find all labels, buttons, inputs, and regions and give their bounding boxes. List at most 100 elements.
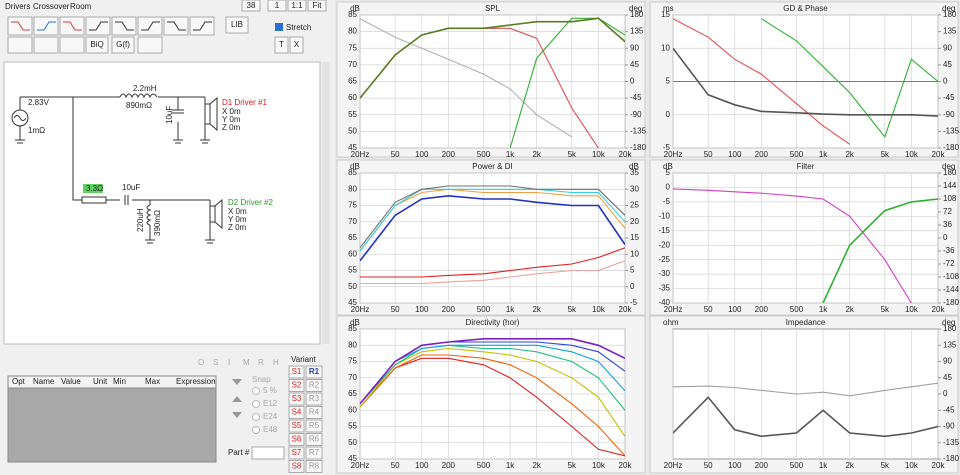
variant-s[interactable] <box>288 392 305 406</box>
variant-r[interactable] <box>305 419 323 433</box>
variant-r-label[interactable]: R5 <box>309 421 320 430</box>
tab[interactable]: Room <box>70 2 92 11</box>
filter-button[interactable]: R <box>258 358 264 367</box>
inductor-value[interactable]: 2.2mH <box>133 84 157 93</box>
checkbox-label[interactable]: Stretch <box>286 23 311 32</box>
variant-r[interactable] <box>305 460 323 473</box>
radio[interactable] <box>252 426 260 434</box>
button-label[interactable]: T <box>279 40 284 49</box>
capacitor-value[interactable]: 10uF <box>165 106 174 124</box>
variant-s-label[interactable]: S8 <box>292 462 302 471</box>
button-label[interactable]: LIB <box>231 20 243 29</box>
x-tick-label: 1k <box>819 305 828 314</box>
snap-option[interactable]: 5 % <box>263 386 277 395</box>
variant-r[interactable] <box>305 379 323 392</box>
filter-button[interactable]: S <box>213 358 218 367</box>
zoom-field[interactable] <box>267 0 287 12</box>
x-tick-label: 10k <box>905 305 919 314</box>
variant-r[interactable] <box>305 392 323 406</box>
tool-button[interactable] <box>59 36 85 54</box>
variant-s-label[interactable]: S2 <box>292 381 302 390</box>
variant-s-label[interactable]: S1 <box>292 367 302 376</box>
filter-button[interactable]: M <box>243 358 250 367</box>
variant-s[interactable] <box>288 365 305 379</box>
tab[interactable]: Crossover <box>33 2 70 11</box>
x-tick-label: 2k <box>532 461 541 470</box>
variant-r-label[interactable]: R7 <box>309 448 320 457</box>
tool-button[interactable] <box>289 36 304 54</box>
y2-tick-label: -90 <box>630 110 642 119</box>
arrows[interactable] <box>232 379 242 418</box>
variant-r-label[interactable]: R3 <box>309 394 320 403</box>
variant-s[interactable] <box>288 406 305 419</box>
variant-s-label[interactable]: S3 <box>292 394 302 403</box>
part-input[interactable] <box>251 446 285 460</box>
snap-option[interactable]: E24 <box>263 412 278 421</box>
button-label[interactable]: X <box>294 40 300 49</box>
filter-button[interactable]: O <box>198 358 204 367</box>
radio[interactable] <box>252 400 260 408</box>
scrollbar[interactable] <box>322 62 330 344</box>
variant-r-label[interactable]: R4 <box>309 408 320 417</box>
snap-option[interactable]: E48 <box>263 425 278 434</box>
zoom-label[interactable]: 38 <box>247 1 256 10</box>
variant-s[interactable] <box>288 460 305 473</box>
zoom-field[interactable] <box>241 0 261 12</box>
variant-s-label[interactable]: S7 <box>292 448 302 457</box>
source-resistance[interactable]: 1mΩ <box>28 126 45 135</box>
radio[interactable] <box>252 387 260 395</box>
tab[interactable]: Drivers <box>5 2 30 11</box>
tool-button[interactable] <box>225 16 249 34</box>
inductor-resistance[interactable]: 890mΩ <box>126 101 152 110</box>
variant-s[interactable] <box>288 379 305 392</box>
tool-button[interactable] <box>274 36 289 54</box>
snap-option[interactable]: E12 <box>263 399 278 408</box>
zoom-label[interactable]: 1:1 <box>291 1 303 10</box>
tool-button[interactable] <box>85 36 109 54</box>
radio[interactable] <box>252 413 260 421</box>
column-header: Expression <box>176 377 216 386</box>
checkbox[interactable] <box>275 23 283 31</box>
variant-s[interactable] <box>288 446 305 460</box>
variant-r[interactable] <box>305 433 323 446</box>
zoom-field[interactable] <box>307 0 327 12</box>
variant-s-label[interactable]: S6 <box>292 435 302 444</box>
tool-button[interactable] <box>7 36 33 54</box>
series-line <box>360 338 625 405</box>
button-label[interactable]: BiQ <box>90 40 103 49</box>
variant-s[interactable] <box>288 419 305 433</box>
variant-r[interactable] <box>305 446 323 460</box>
variant-r[interactable] <box>305 365 323 379</box>
filter-button[interactable]: H <box>273 358 279 367</box>
variant-r-label[interactable]: R6 <box>309 435 320 444</box>
driver-name[interactable]: D1 Driver #1 <box>222 98 267 107</box>
variant-s-label[interactable]: S5 <box>292 421 302 430</box>
tool-button[interactable] <box>111 36 135 54</box>
variant-r-label[interactable]: R1 <box>309 367 320 376</box>
driver-name[interactable]: D2 Driver #2 <box>228 198 273 207</box>
inductor-resistance[interactable]: 390mΩ <box>153 210 162 236</box>
zoom-label[interactable]: 1 <box>275 1 280 10</box>
x-tick-label: 20Hz <box>351 461 370 470</box>
chart-title: SPL <box>485 4 501 13</box>
filter-button[interactable]: I <box>228 358 230 367</box>
variant-s[interactable] <box>288 433 305 446</box>
zoom-field[interactable] <box>287 0 307 12</box>
tool-button[interactable] <box>137 36 163 54</box>
y2-tick-label: 135 <box>630 27 644 36</box>
y-tick-label: -35 <box>658 284 670 293</box>
capacitor-value[interactable]: 10uF <box>122 183 140 192</box>
parts-table[interactable] <box>7 375 217 463</box>
inductor-value[interactable]: 220uH <box>136 208 145 232</box>
tool-button[interactable] <box>33 36 59 54</box>
schematic-canvas[interactable] <box>3 61 321 345</box>
zoom-label[interactable]: Fit <box>313 1 323 10</box>
variant-s-label[interactable]: S4 <box>292 408 302 417</box>
variant-r-label[interactable]: R2 <box>309 381 320 390</box>
variant-r-label[interactable]: R8 <box>309 462 320 471</box>
variant-r[interactable] <box>305 406 323 419</box>
y2-tick-label: 10 <box>630 249 639 258</box>
button-label[interactable]: G(f) <box>116 40 130 49</box>
source-voltage[interactable]: 2.83V <box>28 98 50 107</box>
resistor-value[interactable]: 3.3Ω <box>86 184 103 193</box>
